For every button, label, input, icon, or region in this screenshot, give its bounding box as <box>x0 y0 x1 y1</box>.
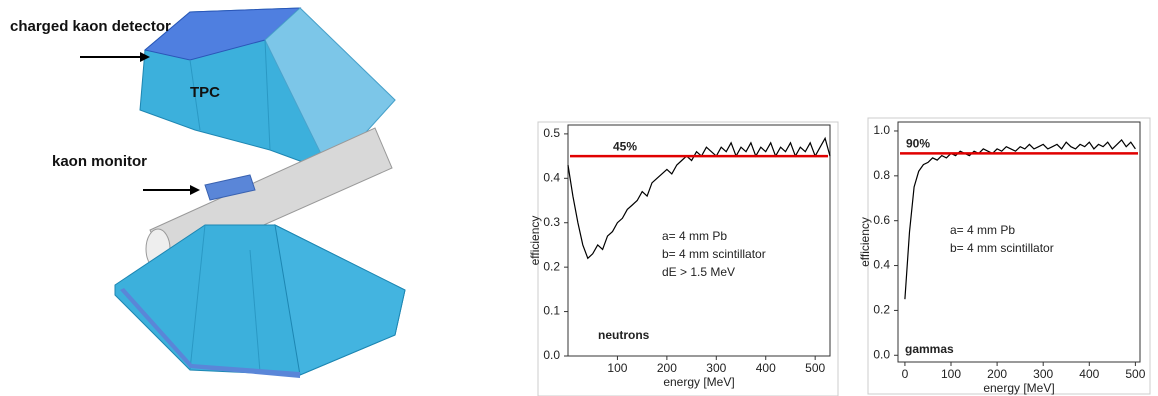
detector-diagram: charged kaon detector TPC kaon monitor <box>10 8 405 378</box>
diagram-label: charged kaon detector <box>10 18 171 35</box>
y-tick-label: 0.2 <box>543 259 560 273</box>
reference-label: 90% <box>906 137 930 151</box>
y-tick-label: 0.5 <box>543 126 560 140</box>
x-tick-label: 400 <box>756 361 776 375</box>
annotation: b= 4 mm scintillator <box>662 247 766 261</box>
reference-label: 45% <box>613 139 637 153</box>
x-axis-label: energy [MeV] <box>663 375 734 389</box>
figure: charged kaon detector TPC kaon monitor 0… <box>0 0 1158 396</box>
x-tick-label: 200 <box>987 367 1007 381</box>
y-axis-label: efficiency <box>528 216 542 266</box>
efficiency-line <box>905 140 1136 299</box>
x-tick-label: 300 <box>706 361 726 375</box>
diagram-label: kaon monitor <box>52 153 147 170</box>
x-tick-label: 100 <box>607 361 627 375</box>
y-tick-label: 0.4 <box>873 258 890 272</box>
x-tick-label: 500 <box>805 361 825 375</box>
y-axis-label: efficiency <box>858 217 872 267</box>
x-tick-label: 0 <box>902 367 909 381</box>
annotation: a= 4 mm Pb <box>950 223 1015 237</box>
arrowhead <box>190 185 200 195</box>
y-tick-label: 0.3 <box>543 215 560 229</box>
x-tick-label: 200 <box>657 361 677 375</box>
y-tick-label: 0.4 <box>543 170 560 184</box>
x-tick-label: 500 <box>1125 367 1145 381</box>
x-tick-label: 400 <box>1079 367 1099 381</box>
y-tick-label: 1.0 <box>873 123 890 137</box>
annotation: dE > 1.5 MeV <box>662 265 735 279</box>
x-tick-label: 100 <box>941 367 961 381</box>
annotation: neutrons <box>598 328 650 342</box>
y-tick-label: 0.0 <box>873 347 890 361</box>
annotation: b= 4 mm scintillator <box>950 241 1054 255</box>
annotation: gammas <box>905 342 954 356</box>
y-tick-label: 0.0 <box>543 348 560 362</box>
diagram-label: TPC <box>190 84 220 101</box>
annotation: a= 4 mm Pb <box>662 229 727 243</box>
y-tick-label: 0.6 <box>873 213 890 227</box>
y-tick-label: 0.1 <box>543 304 560 318</box>
y-tick-label: 0.8 <box>873 168 890 182</box>
x-tick-label: 300 <box>1033 367 1053 381</box>
x-axis-label: energy [MeV] <box>983 381 1054 395</box>
y-tick-label: 0.2 <box>873 303 890 317</box>
